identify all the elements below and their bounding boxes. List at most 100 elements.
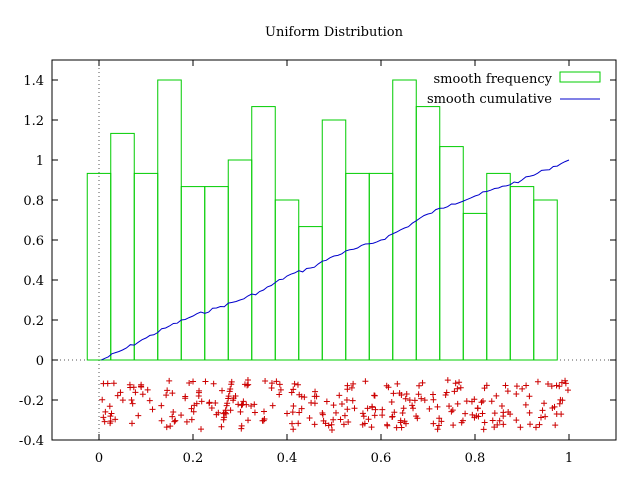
scatter-point	[389, 413, 396, 420]
scatter-point	[341, 412, 348, 419]
scatter-point	[340, 421, 347, 428]
histogram-bar	[110, 132, 135, 361]
scatter-point	[562, 380, 569, 387]
scatter-point	[212, 400, 219, 407]
scatter-point	[421, 397, 428, 404]
scatter-point	[562, 377, 569, 384]
scatter-point	[365, 416, 372, 423]
scatter-point	[328, 421, 335, 428]
scatter-point	[359, 421, 366, 428]
scatter-point	[413, 413, 420, 420]
scatter-point	[172, 417, 179, 424]
scatter-point	[220, 410, 227, 417]
scatter-point	[146, 397, 153, 404]
scatter-point	[167, 423, 174, 430]
scatter-point	[391, 409, 398, 416]
histogram-bar	[345, 172, 370, 361]
scatter-point	[390, 390, 397, 397]
scatter-point	[169, 390, 176, 397]
scatter-point	[213, 411, 220, 418]
scatter-point	[430, 420, 437, 427]
scatter-point	[411, 397, 418, 404]
histogram-bar	[227, 159, 253, 361]
scatter-point	[452, 380, 459, 387]
cumulative-line	[101, 159, 570, 361]
scatter-point	[454, 385, 461, 392]
scatter-point	[284, 410, 291, 417]
scatter-point	[100, 414, 107, 421]
scatter-point	[446, 403, 453, 410]
scatter-point	[218, 423, 225, 430]
scatter-point	[442, 392, 449, 399]
legend: smooth frequency smooth cumulative	[427, 71, 601, 107]
y-tick-label: 0.8	[23, 194, 44, 209]
legend-swatch-frequency	[559, 71, 601, 83]
scatter-point	[290, 386, 297, 393]
scatter-point	[558, 411, 565, 418]
scatter-point	[526, 409, 533, 416]
scatter-point	[202, 378, 209, 385]
scatter-point	[237, 408, 244, 415]
scatter-point	[311, 393, 318, 400]
scatter-point	[114, 392, 121, 399]
legend-label-frequency: smooth frequency	[434, 72, 553, 87]
scatter-point	[517, 424, 524, 431]
scatter-point	[243, 401, 250, 408]
histogram-bar	[180, 186, 206, 361]
histogram-bar	[133, 172, 159, 361]
scatter-point	[338, 401, 345, 408]
scatter-point	[112, 416, 119, 423]
scatter-point	[435, 422, 442, 429]
axes: 0 0.2 0.4 0.6 0.8 1 -0.4 -0.2 0 0.2 0.4 0.6 0.8 1 1.2 1…	[19, 59, 617, 466]
scatter-point	[244, 377, 251, 384]
scatter-point	[344, 382, 351, 389]
scatter-point	[260, 408, 267, 415]
x-tick-label: 0.8	[465, 451, 486, 466]
scatter-point	[188, 416, 195, 423]
scatter-point	[523, 382, 530, 389]
scatter-point	[479, 410, 486, 417]
plot-area	[52, 60, 616, 440]
scatter-point	[178, 412, 185, 419]
x-tick-label: 0	[95, 451, 103, 466]
scatter-point	[298, 393, 305, 400]
scatter-point	[198, 398, 205, 405]
scatter-point	[269, 402, 276, 409]
scatter-point	[471, 396, 478, 403]
scatter-point	[494, 421, 501, 428]
scatter-point	[379, 406, 386, 413]
scatter-point	[489, 417, 496, 424]
scatter-point	[359, 410, 366, 417]
scatter-point	[227, 407, 234, 414]
scatter-point	[127, 384, 134, 391]
scatter-point	[210, 380, 217, 387]
scatter-point	[102, 408, 109, 415]
scatter-point	[500, 421, 507, 428]
scatter-point	[409, 402, 416, 409]
scatter-point	[522, 401, 529, 408]
scatter-point	[195, 389, 202, 396]
scatter-point	[429, 391, 436, 398]
scatter-point	[532, 424, 539, 431]
chart-title: Uniform Distribution	[265, 25, 404, 40]
scatter-point	[479, 398, 486, 405]
scatter-point	[129, 400, 136, 407]
scatter-point	[372, 406, 379, 413]
scatter-point	[384, 421, 391, 428]
scatter-point	[224, 400, 231, 407]
scatter-point	[225, 393, 232, 400]
scatter-point	[419, 379, 426, 386]
scatter-point	[496, 417, 503, 424]
y-tick-label: 0.2	[23, 314, 44, 329]
scatter-point	[343, 396, 350, 403]
scatter-point	[144, 386, 151, 393]
scatter-point	[481, 419, 488, 426]
x-tick-label: 0.4	[277, 451, 298, 466]
scatter-point	[483, 382, 490, 389]
scatter-point	[295, 420, 302, 427]
scatter-point	[548, 383, 555, 390]
scatter-point	[456, 379, 463, 386]
scatter-point	[128, 420, 135, 427]
x-tick-label: 0.2	[183, 451, 204, 466]
